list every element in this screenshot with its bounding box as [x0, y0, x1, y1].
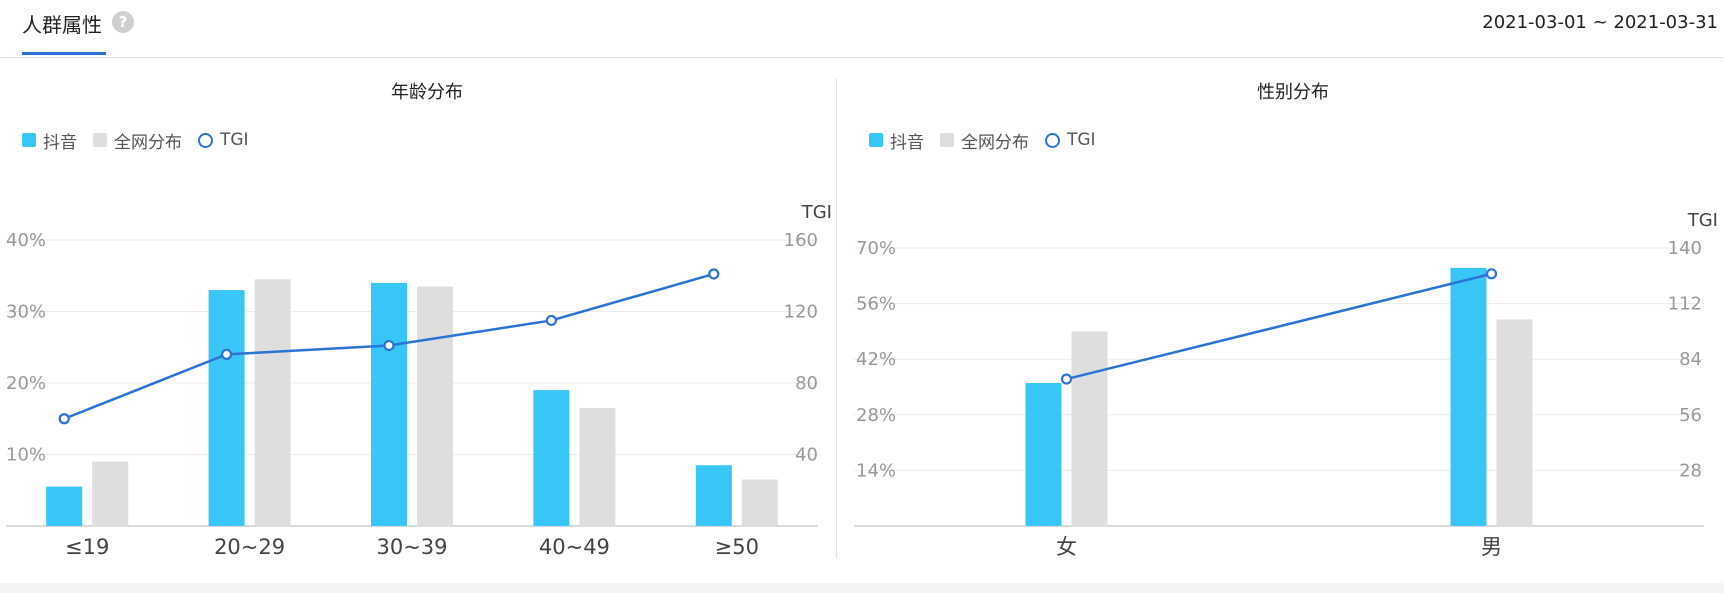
bar-douyin[interactable]	[1450, 267, 1487, 526]
legend-douyin[interactable]: 抖音	[22, 128, 77, 153]
legend-tgi-label: TGI	[220, 130, 249, 150]
gender-legend: 抖音 全网分布 TGI	[869, 128, 1112, 153]
y-left-tick-label: 40%	[6, 230, 46, 251]
header: 人群属性 ? 2021-03-01 ~ 2021-03-31	[0, 0, 1724, 58]
age-chart-title: 年龄分布	[391, 82, 463, 103]
y-left-tick-label: 28%	[856, 405, 896, 426]
y-right-tick-label: 160	[784, 230, 818, 251]
panel-divider	[836, 78, 837, 558]
y-left-tick-label: 10%	[6, 445, 46, 466]
bar-douyin[interactable]	[46, 486, 83, 526]
x-tick-label: 30~39	[376, 535, 447, 559]
x-tick-label: 40~49	[539, 535, 610, 559]
y-right-tick-label: 84	[1679, 349, 1702, 370]
legend-douyin-label: 抖音	[43, 132, 77, 153]
x-tick-label: 女	[1056, 535, 1077, 559]
bar-douyin[interactable]	[208, 290, 245, 526]
bar-douyin[interactable]	[1025, 383, 1062, 526]
age-legend: 抖音 全网分布 TGI	[22, 128, 265, 153]
y-left-tick-label: 30%	[6, 302, 46, 323]
bar-douyin[interactable]	[695, 465, 732, 526]
help-icon[interactable]: ?	[112, 11, 134, 33]
x-tick-label: ≥50	[715, 535, 759, 559]
bar-network[interactable]	[741, 479, 778, 526]
legend-douyin[interactable]: 抖音	[869, 128, 924, 153]
legend-network[interactable]: 全网分布	[93, 128, 182, 153]
tgi-point[interactable]	[708, 268, 720, 280]
legend-tgi-marker	[198, 132, 213, 148]
y-left-tick-label: 56%	[856, 294, 896, 315]
legend-network-label: 全网分布	[114, 132, 182, 153]
y-left-tick-label: 20%	[6, 373, 46, 394]
legend-network-swatch	[93, 133, 107, 147]
y-right-tick-label: 120	[784, 302, 818, 323]
y-right-tick-label: 80	[795, 373, 818, 394]
y-left-tick-label: 14%	[856, 460, 896, 481]
y-right-axis-title: TGI	[1687, 210, 1718, 231]
active-tab-indicator	[22, 52, 106, 55]
y-right-tick-label: 40	[795, 445, 818, 466]
bar-network[interactable]	[254, 279, 291, 526]
legend-tgi[interactable]: TGI	[1045, 130, 1096, 150]
y-right-tick-label: 112	[1668, 294, 1702, 315]
tgi-point[interactable]	[1485, 268, 1498, 280]
y-right-tick-label: 140	[1668, 238, 1702, 259]
x-tick-label: 20~29	[214, 535, 285, 559]
legend-douyin-swatch	[22, 133, 36, 147]
y-right-tick-label: 56	[1679, 405, 1702, 426]
gender-chart-title: 性别分布	[1257, 82, 1329, 103]
bar-network[interactable]	[92, 461, 129, 526]
tgi-point[interactable]	[545, 314, 558, 327]
bar-network[interactable]	[1496, 319, 1533, 526]
bar-douyin[interactable]	[533, 390, 570, 526]
legend-network[interactable]: 全网分布	[940, 128, 1029, 153]
x-tick-label: 男	[1481, 535, 1502, 559]
legend-tgi-marker	[1045, 132, 1060, 148]
date-range[interactable]: 2021-03-01 ~ 2021-03-31	[1482, 12, 1718, 33]
legend-network-swatch	[940, 133, 954, 147]
age-chart: 10% 20% 30% 40% 40 80 120 160 TGI ≤19 20~29 30~39 40…	[6, 202, 832, 559]
bar-network[interactable]	[417, 286, 453, 526]
tgi-point[interactable]	[221, 348, 233, 360]
tgi-point[interactable]	[383, 339, 395, 352]
footer-strip	[0, 583, 1724, 593]
x-tick-label: ≤19	[65, 535, 109, 559]
tgi-line	[1066, 272, 1492, 381]
bar-network[interactable]	[579, 408, 616, 526]
legend-douyin-label: 抖音	[890, 132, 924, 153]
tgi-point[interactable]	[1060, 373, 1073, 385]
bar-network[interactable]	[1071, 331, 1108, 526]
bar-douyin[interactable]	[371, 282, 407, 526]
legend-tgi-label: TGI	[1067, 130, 1096, 150]
tgi-point[interactable]	[58, 413, 70, 425]
y-left-tick-label: 70%	[856, 238, 896, 259]
header-divider	[0, 57, 1724, 58]
y-right-tick-label: 28	[1679, 460, 1702, 481]
legend-douyin-swatch	[869, 133, 883, 147]
legend-network-label: 全网分布	[961, 132, 1029, 153]
legend-tgi[interactable]: TGI	[198, 130, 249, 150]
page-title: 人群属性	[22, 13, 102, 37]
y-right-axis-title: TGI	[801, 202, 832, 223]
y-left-tick-label: 42%	[856, 349, 896, 370]
